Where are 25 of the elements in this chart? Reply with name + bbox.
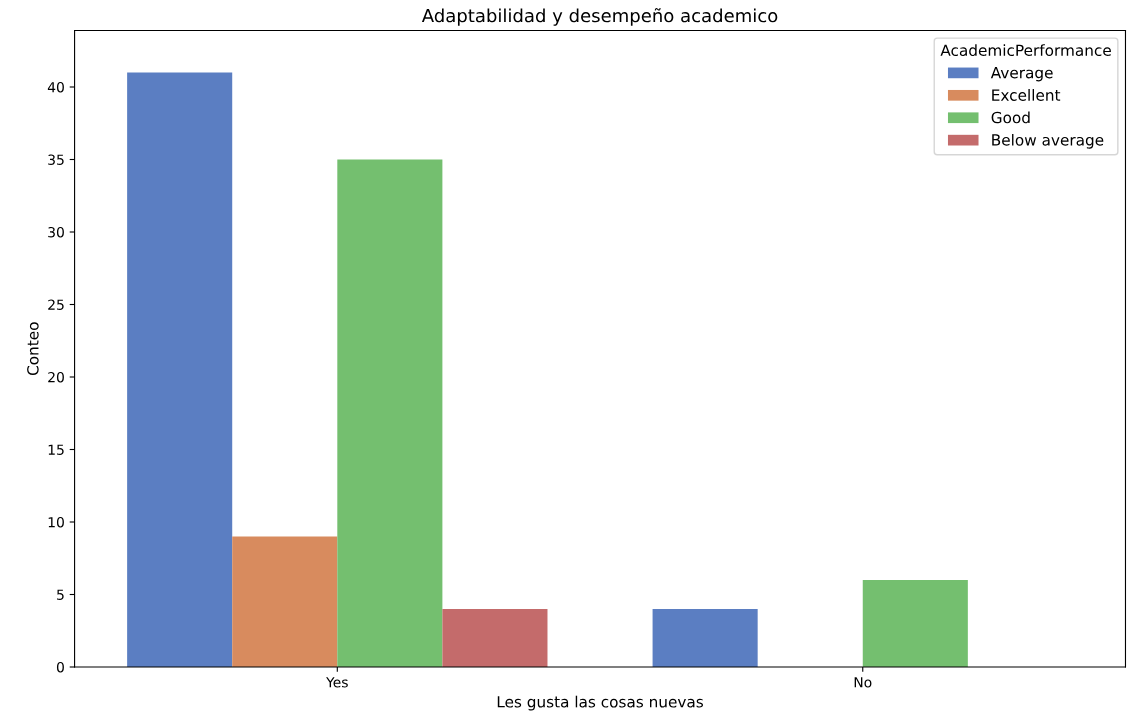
y-tick-label: 25 — [48, 299, 64, 310]
legend-label: Excellent — [992, 89, 1061, 101]
bar — [442, 609, 548, 667]
y-tick-label: 40 — [47, 81, 64, 93]
y-tick-label: 15 — [48, 444, 64, 455]
legend-label: Below average — [992, 133, 1104, 149]
x-tick-label: Yes — [326, 677, 348, 688]
x-tick-label: No — [854, 677, 872, 688]
bar — [337, 159, 443, 667]
y-tick-label: 20 — [48, 371, 64, 383]
bar — [862, 580, 968, 667]
chart-title: Adaptabilidad y desempeño academico — [421, 8, 778, 26]
y-tick-label: 0 — [56, 661, 64, 673]
legend-label: Good — [991, 111, 1030, 124]
y-tick-label: 30 — [48, 226, 64, 238]
y-tick-label: 5 — [57, 589, 64, 600]
y-axis-title: Conteo — [27, 322, 39, 376]
bar — [127, 72, 233, 667]
x-axis-title: Les gusta las cosas nuevas — [497, 695, 704, 711]
bar — [652, 609, 758, 667]
y-tick-label: 10 — [48, 516, 64, 528]
bar — [232, 536, 338, 667]
legend-title: AcademicPerformance — [940, 44, 1111, 57]
legend-label: Average — [990, 67, 1053, 82]
y-tick-label: 35 — [48, 154, 64, 165]
